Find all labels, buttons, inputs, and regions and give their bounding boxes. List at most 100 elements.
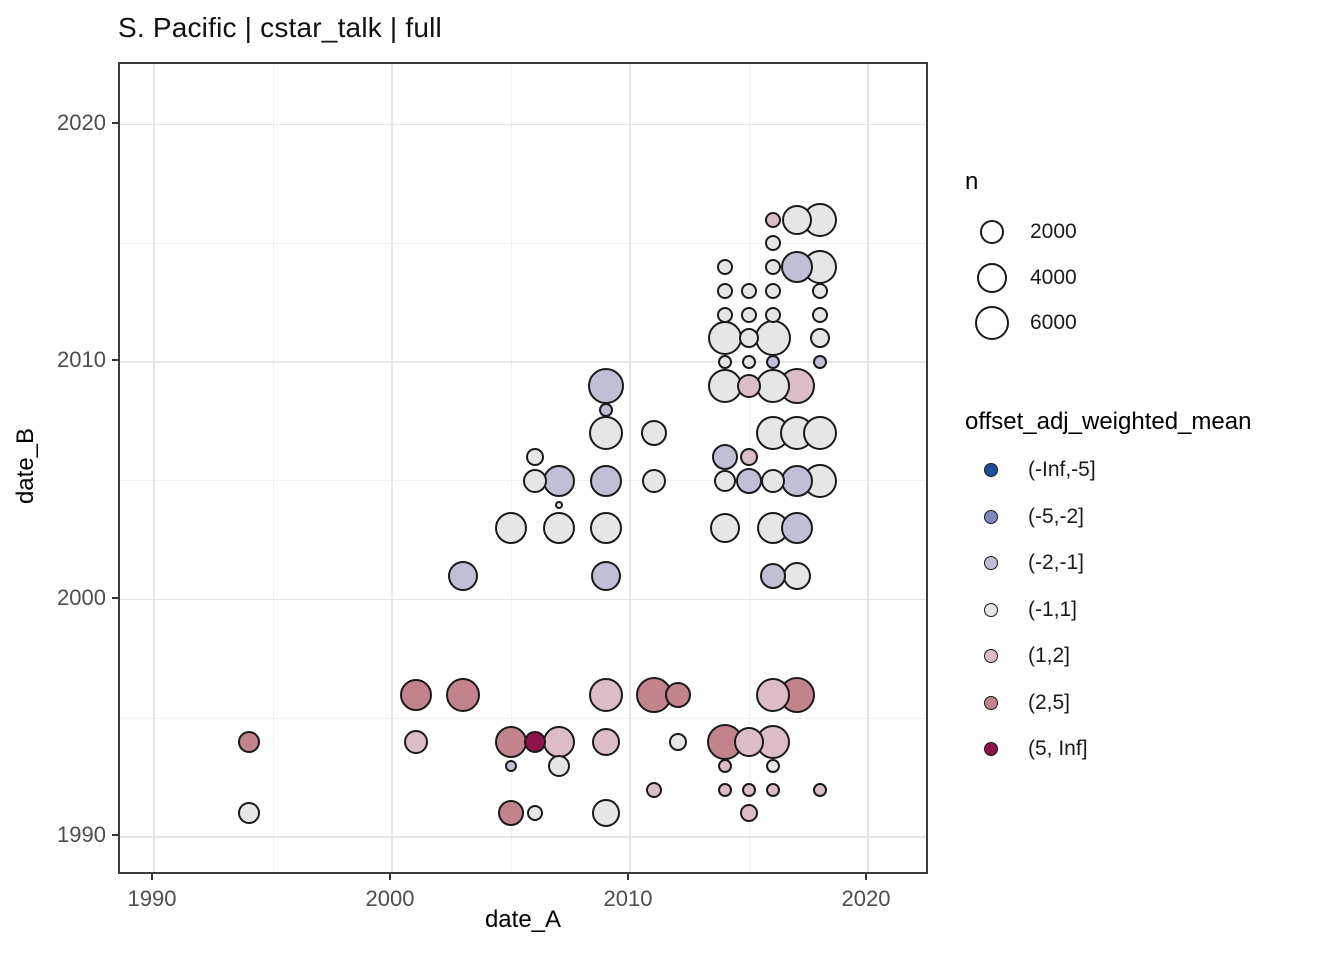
- data-point: [590, 464, 623, 497]
- plot-panel: [118, 62, 928, 874]
- data-point: [741, 282, 757, 299]
- x-tick-label: 2020: [841, 886, 891, 911]
- color-legend-label: (-2,-1]: [1028, 551, 1085, 574]
- data-point: [592, 799, 621, 828]
- data-point: [542, 512, 575, 545]
- color-legend-label: (-Inf,-5]: [1028, 458, 1096, 481]
- color-legend-swatch: [984, 602, 998, 617]
- color-legend-swatch: [984, 695, 998, 710]
- data-point: [708, 321, 743, 356]
- x-tick-mark: [151, 874, 153, 880]
- data-point: [740, 448, 758, 466]
- data-point: [238, 731, 261, 753]
- data-point: [764, 306, 781, 323]
- data-point: [755, 368, 790, 403]
- data-point: [599, 402, 614, 417]
- data-point: [542, 726, 575, 758]
- y-tick-label: 2020: [57, 109, 106, 135]
- color-legend-swatch: [984, 649, 998, 663]
- size-legend-title: n: [965, 168, 979, 195]
- x-tick-label: 1990: [127, 886, 177, 911]
- y-tick-mark: [112, 359, 118, 361]
- data-point: [739, 328, 759, 349]
- data-point: [714, 469, 737, 492]
- data-point: [812, 282, 829, 299]
- grid-minor-vertical: [510, 64, 512, 872]
- data-point: [547, 754, 570, 777]
- x-axis-title: date_A: [484, 906, 562, 933]
- data-point: [554, 500, 563, 509]
- x-tick-label: 2000: [365, 886, 415, 911]
- data-point: [498, 800, 524, 827]
- color-legend-label: (1,2]: [1028, 644, 1071, 667]
- grid-minor-horizontal: [120, 717, 926, 719]
- grid-major-vertical: [391, 64, 393, 872]
- grid-major-vertical: [153, 64, 155, 872]
- color-legend-label: (-1,1]: [1028, 597, 1078, 621]
- grid-major-horizontal: [120, 361, 926, 363]
- chart-title: S. Pacific | cstar_talk | full: [118, 12, 442, 43]
- data-point: [717, 306, 734, 323]
- data-point: [813, 782, 828, 797]
- y-axis-title: date_B: [12, 427, 39, 505]
- data-point: [812, 306, 829, 323]
- data-point: [764, 259, 781, 275]
- data-point: [495, 726, 527, 758]
- data-point: [736, 467, 762, 494]
- data-point: [712, 444, 739, 470]
- data-point: [754, 320, 791, 357]
- data-point: [781, 204, 812, 235]
- data-point: [592, 728, 621, 756]
- data-point: [590, 512, 623, 545]
- data-point: [710, 513, 741, 544]
- data-point: [522, 468, 547, 493]
- data-point: [764, 211, 781, 228]
- data-point: [813, 355, 828, 369]
- grid-major-horizontal: [120, 836, 926, 838]
- color-legend-label: (2,5]: [1028, 690, 1071, 714]
- data-point: [717, 282, 734, 299]
- data-point: [718, 355, 733, 369]
- data-point: [645, 781, 662, 798]
- data-point: [755, 677, 790, 712]
- data-point: [760, 468, 785, 493]
- size-legend-label: 2000: [1030, 220, 1077, 243]
- data-point: [759, 562, 786, 589]
- color-legend-label: (5, Inf]: [1028, 737, 1088, 760]
- data-point: [495, 512, 527, 545]
- data-point: [740, 804, 758, 823]
- data-point: [526, 805, 543, 822]
- data-point: [523, 731, 546, 753]
- data-point: [542, 464, 575, 497]
- data-point: [588, 367, 625, 404]
- color-legend-swatch: [984, 556, 998, 570]
- data-point: [448, 560, 479, 591]
- data-point: [737, 373, 761, 398]
- data-point: [505, 759, 517, 772]
- y-tick-mark: [112, 596, 118, 599]
- y-tick-mark: [112, 121, 118, 124]
- data-point: [780, 464, 813, 497]
- data-point: [640, 420, 667, 447]
- size-legend-label: 6000: [1030, 311, 1077, 334]
- data-point: [664, 681, 691, 708]
- size-legend-circle: [975, 306, 1009, 340]
- y-tick-label: 1990: [57, 822, 106, 847]
- data-point: [238, 802, 261, 825]
- grid-major-horizontal: [120, 598, 926, 601]
- color-legend-swatch: [984, 463, 998, 477]
- size-legend-circle: [977, 263, 1007, 293]
- y-tick-label: 2010: [57, 347, 106, 372]
- x-tick-mark: [627, 874, 629, 880]
- data-point: [525, 448, 544, 466]
- x-tick-mark: [865, 874, 867, 880]
- grid-major-vertical: [629, 64, 631, 872]
- data-point: [718, 758, 733, 773]
- size-legend-label: 4000: [1030, 266, 1077, 289]
- data-point: [765, 355, 780, 369]
- data-point: [764, 235, 781, 252]
- data-point: [589, 677, 624, 712]
- y-tick-label: 2000: [57, 584, 106, 610]
- data-point: [765, 758, 780, 773]
- data-point: [741, 306, 757, 323]
